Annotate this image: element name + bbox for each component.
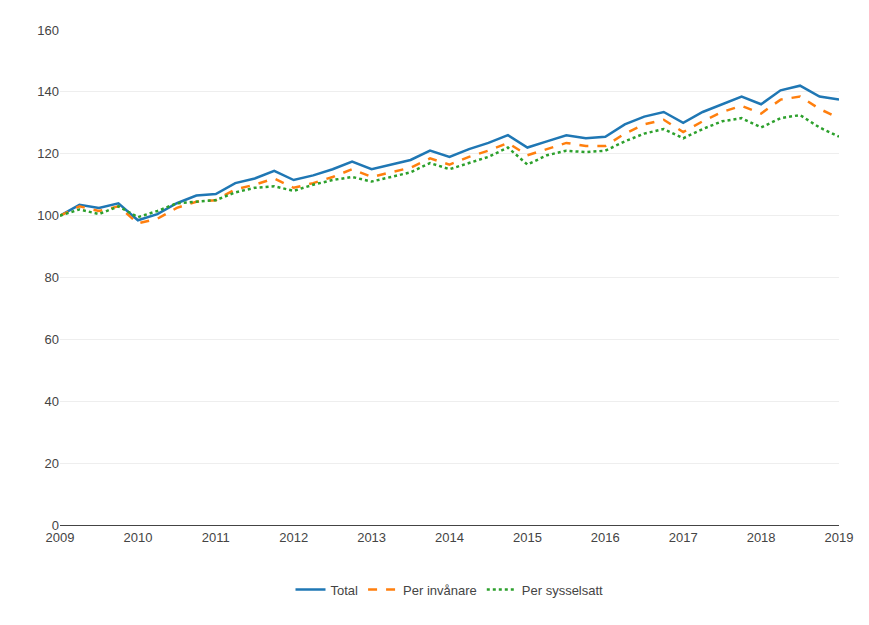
- svg-text:40: 40: [45, 394, 59, 409]
- svg-text:120: 120: [37, 146, 59, 161]
- svg-text:2013: 2013: [357, 530, 386, 545]
- svg-text:2014: 2014: [435, 530, 464, 545]
- svg-text:160: 160: [37, 23, 59, 38]
- svg-text:Per invånare: Per invånare: [403, 583, 477, 598]
- svg-text:2010: 2010: [123, 530, 152, 545]
- svg-text:2019: 2019: [825, 530, 854, 545]
- svg-text:2017: 2017: [669, 530, 698, 545]
- svg-text:100: 100: [37, 208, 59, 223]
- svg-text:2016: 2016: [591, 530, 620, 545]
- svg-text:Per sysselsatt: Per sysselsatt: [522, 583, 603, 598]
- svg-text:140: 140: [37, 84, 59, 99]
- svg-text:Total: Total: [331, 583, 359, 598]
- svg-text:2012: 2012: [279, 530, 308, 545]
- svg-text:80: 80: [45, 270, 59, 285]
- svg-text:2011: 2011: [202, 530, 230, 545]
- svg-text:0: 0: [52, 518, 59, 533]
- svg-text:60: 60: [45, 332, 59, 347]
- svg-text:2009: 2009: [46, 530, 75, 545]
- svg-text:2015: 2015: [513, 530, 542, 545]
- svg-text:2018: 2018: [747, 530, 776, 545]
- svg-text:20: 20: [45, 456, 59, 471]
